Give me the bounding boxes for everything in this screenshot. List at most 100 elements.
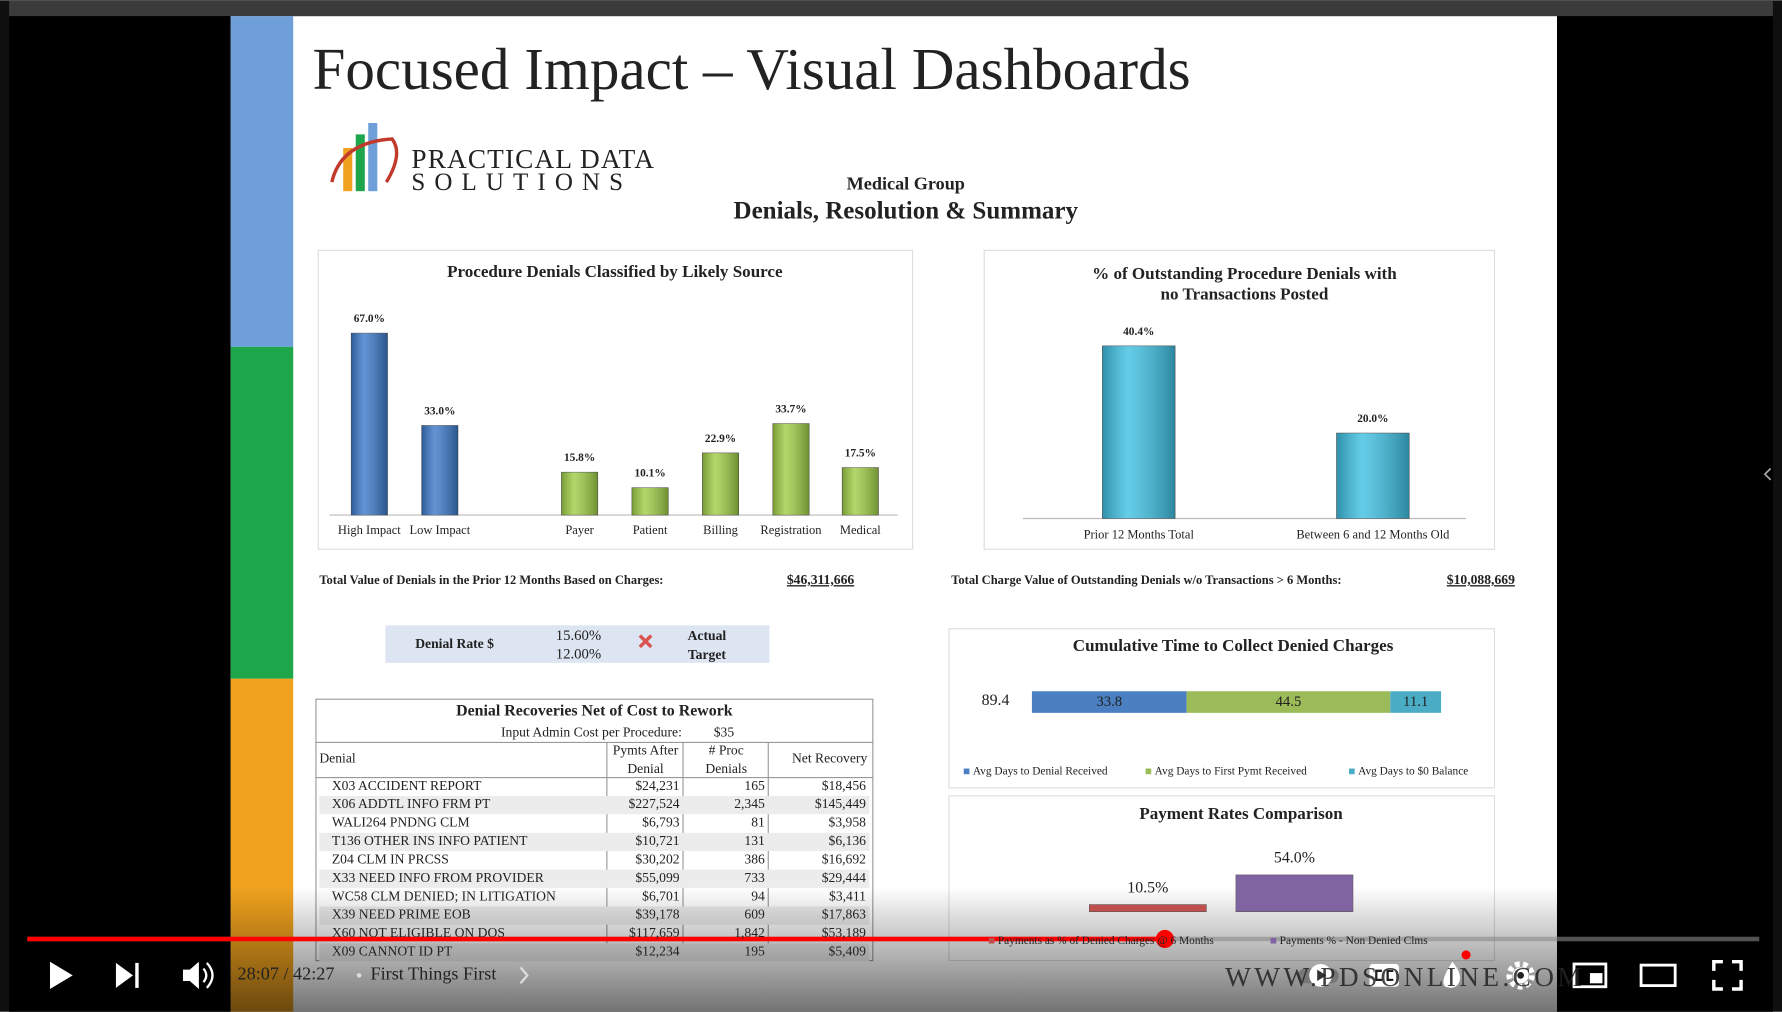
table-cell: X09 CANNOT ID PT	[332, 944, 453, 959]
table-title: Denial Recoveries Net of Cost to Rework	[456, 702, 733, 719]
denial-rate-box	[385, 625, 770, 663]
chart-title: % of Outstanding Procedure Denials with	[1092, 264, 1397, 283]
bar-shade	[631, 487, 669, 516]
category-label: Billing	[703, 523, 738, 537]
chapter-chevron[interactable]	[519, 966, 529, 985]
value-label: 67.0%	[354, 313, 385, 325]
chart-title: no Transactions Posted	[1161, 285, 1329, 304]
segment-label: 11.1	[1403, 694, 1428, 710]
table-cell: X03 ACCIDENT REPORT	[332, 778, 482, 793]
progress-played[interactable]	[27, 936, 1165, 942]
table-cell: X39 NEED PRIME EOB	[332, 907, 471, 922]
table-cell: 165	[744, 778, 765, 793]
next-button[interactable]	[115, 962, 139, 988]
table-cell: $10,721	[635, 833, 679, 848]
table-cell: $53,189	[822, 925, 866, 940]
table-cell: 94	[751, 888, 765, 903]
table-cell: 131	[744, 833, 764, 848]
table-header: Pymts After	[613, 743, 679, 758]
table-cell: $18,456	[822, 778, 866, 793]
total-label: Total Value of Denials in the Prior 12 M…	[319, 573, 663, 587]
table-cell: $5,409	[829, 944, 867, 959]
table-cell: 195	[744, 944, 765, 959]
table-row-band	[319, 832, 870, 852]
legend-label: Avg Days to $0 Balance	[1358, 766, 1468, 778]
bar-shade	[351, 333, 388, 516]
chart-box	[983, 249, 1496, 550]
captions-button[interactable]	[1369, 964, 1400, 987]
heading: Denials, Resolution & Summary	[734, 198, 1079, 225]
category-label: Low Impact	[409, 523, 470, 537]
table-cell: $117,659	[629, 925, 680, 940]
table-cell: $145,449	[815, 796, 866, 811]
stacked-segment	[1031, 691, 1187, 713]
table-cell: $39,178	[635, 907, 679, 922]
accent-green	[230, 346, 294, 679]
value-label: 40.4%	[1123, 326, 1154, 338]
table-cell: $29,444	[822, 870, 866, 885]
table-cell: $30,202	[635, 851, 679, 866]
chart-title: Procedure Denials Classified by Likely S…	[447, 262, 783, 281]
legend-swatch	[988, 937, 995, 944]
total-value: $46,311,666	[787, 572, 855, 587]
legend-swatch	[963, 768, 970, 775]
logo-text: SOLUTIONS	[411, 169, 632, 196]
play-button[interactable]	[50, 961, 73, 990]
miniplayer-button[interactable]	[1572, 962, 1608, 989]
table-cell: T136 OTHER INS INFO PATIENT	[332, 833, 528, 848]
theater-button[interactable]	[1639, 963, 1677, 988]
fullscreen-button[interactable]	[1712, 960, 1743, 991]
bar-shade	[421, 425, 459, 516]
stacked-segment	[1186, 691, 1391, 713]
category-label: Between 6 and 12 Months Old	[1296, 527, 1450, 541]
total-label: Total Charge Value of Outstanding Denial…	[951, 573, 1341, 587]
stacked-segment	[1390, 691, 1442, 713]
denial-rate-label: Denial Rate $	[415, 636, 494, 651]
table-cell: X33 NEED INFO FROM PROVIDER	[332, 870, 545, 885]
category-label: Patient	[633, 523, 668, 537]
table-cell: $3,411	[829, 888, 866, 903]
logo-text: PRACTICAL DATA	[411, 144, 655, 174]
accent-blue	[230, 16, 294, 347]
value-label: 20.0%	[1357, 413, 1388, 425]
category-label: Prior 12 Months Total	[1084, 527, 1195, 541]
legend-swatch	[1270, 937, 1277, 944]
table-cell: $17,863	[822, 907, 866, 922]
value-label: 33.0%	[424, 405, 455, 417]
segment-label: 33.8	[1096, 694, 1122, 710]
table-cell: 1,842	[734, 925, 765, 940]
bar-shade	[772, 423, 810, 516]
category-label: Medical	[840, 523, 881, 537]
bar-shade	[561, 472, 598, 516]
value-label: 33.7%	[775, 404, 806, 416]
table-header: Denial	[319, 751, 356, 766]
legend-label: Payments as % of Denied Charges @ 6 Mont…	[998, 935, 1215, 947]
progress-scrubber[interactable]	[1155, 929, 1174, 949]
table-cell: $12,234	[635, 944, 679, 959]
logo-icon	[330, 123, 399, 192]
total-label: 89.4	[982, 692, 1010, 709]
subtitle: Medical Group	[847, 174, 965, 194]
side-panel-toggle[interactable]	[1763, 467, 1772, 481]
value-label: 54.0%	[1274, 850, 1315, 867]
table-header: Net Recovery	[792, 751, 867, 766]
table-cell: $3,958	[829, 815, 867, 830]
table-cell: $6,701	[642, 888, 679, 903]
volume-button[interactable]	[182, 961, 214, 990]
chapter-title[interactable]: First Things First	[370, 964, 496, 984]
table-row-band	[319, 796, 870, 815]
autoplay-toggle[interactable]	[1297, 964, 1339, 987]
settings-button[interactable]	[1506, 961, 1535, 990]
value-label: 17.5%	[845, 448, 876, 460]
quality-button[interactable]	[1443, 961, 1461, 988]
input-value: $35	[714, 724, 735, 739]
legend-swatch	[1145, 768, 1152, 775]
table-cell: $227,524	[629, 796, 680, 811]
value-label: 10.5%	[1127, 879, 1168, 896]
watermark: WWW.PDSONLINE.COM	[1225, 962, 1585, 992]
table-cell: $6,793	[642, 815, 680, 830]
target-label: Target	[688, 647, 727, 662]
table-cell: 609	[744, 907, 765, 922]
chart-box	[317, 249, 914, 550]
